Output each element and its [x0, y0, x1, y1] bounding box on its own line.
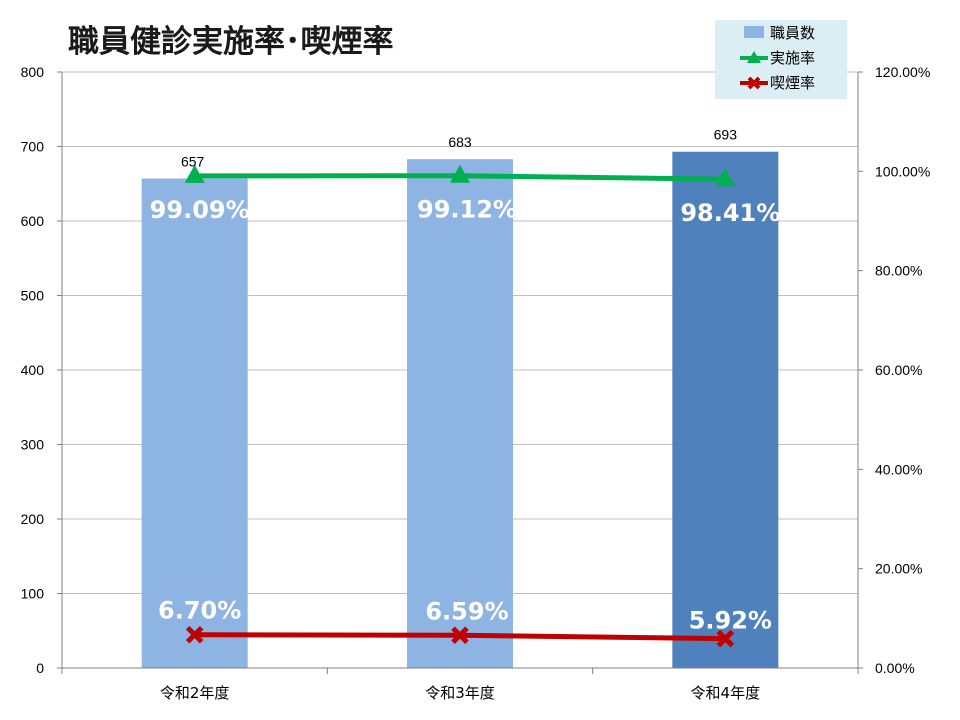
legend: 職員数 実施率 喫煙率 — [715, 20, 847, 99]
x-marker-stroke — [185, 625, 204, 644]
x-marker-stroke — [451, 626, 469, 645]
x-marker — [451, 626, 469, 645]
y-tick-label: 400 — [21, 362, 45, 378]
triangle-marker — [184, 164, 205, 183]
y-tick-label: 300 — [21, 437, 45, 453]
x-tick-label: 令和2年度 — [160, 684, 230, 702]
x-marker — [716, 629, 735, 648]
bar — [672, 151, 779, 669]
chart-title: 職員健診実施率･喫煙率 — [68, 24, 394, 60]
legend-label-green: 実施率 — [770, 49, 815, 67]
y-tick-label: 700 — [21, 139, 45, 155]
bar-value-label: 693 — [714, 127, 738, 143]
y-tick-label: 500 — [21, 288, 45, 304]
y2-tick-label: 20.00% — [875, 561, 922, 577]
triangle-marker — [715, 168, 736, 187]
legend-label-bar: 職員数 — [770, 24, 815, 42]
y2-tick-label: 120.00% — [875, 64, 930, 80]
lines — [184, 164, 736, 648]
y2-tick-label: 100.00% — [875, 163, 930, 179]
x-tick-label: 令和3年度 — [425, 684, 495, 702]
axes: 0 100 200 300 400 500 600 700 800 0.00% 20.00% 40.0… — [21, 64, 931, 702]
y2-tick-label: 80.00% — [875, 263, 922, 279]
legend-label-red: 喫煙率 — [770, 74, 815, 92]
x-tick-label: 令和4年度 — [691, 684, 761, 702]
y2-tick-label: 60.00% — [875, 362, 922, 378]
bar — [141, 178, 248, 668]
series-value-label: 99.12% — [417, 196, 517, 224]
legend-marker-x — [747, 76, 761, 90]
legend-marker-triangle — [747, 51, 761, 63]
bar-value-label: 657 — [181, 154, 205, 170]
series-value-label: 6.59% — [425, 597, 508, 625]
x-marker-stroke — [716, 629, 735, 648]
labels: 657 683 693 99.09% 99.12% 98.41% 6.70% 6.59% 5.9… — [150, 127, 781, 635]
y-tick-label: 100 — [21, 586, 45, 602]
y-tick-label: 800 — [21, 64, 45, 80]
y2-tick-label: 0.00% — [875, 660, 915, 676]
bar-value-label: 683 — [448, 134, 472, 150]
bars — [141, 151, 779, 669]
legend-box — [715, 20, 847, 99]
series-value-label: 99.09% — [150, 196, 250, 224]
series-value-label: 98.41% — [680, 199, 780, 227]
y-tick-label: 200 — [21, 511, 45, 527]
x-marker — [185, 625, 204, 644]
series-value-label: 6.70% — [158, 597, 241, 625]
bar — [407, 159, 513, 669]
y2-tick-label: 40.00% — [875, 461, 922, 477]
y-tick-label: 0 — [36, 660, 44, 676]
legend-swatch-bar — [744, 26, 764, 38]
triangle-marker — [450, 164, 470, 183]
series-value-label: 5.92% — [689, 607, 772, 635]
y-tick-label: 600 — [21, 213, 45, 229]
